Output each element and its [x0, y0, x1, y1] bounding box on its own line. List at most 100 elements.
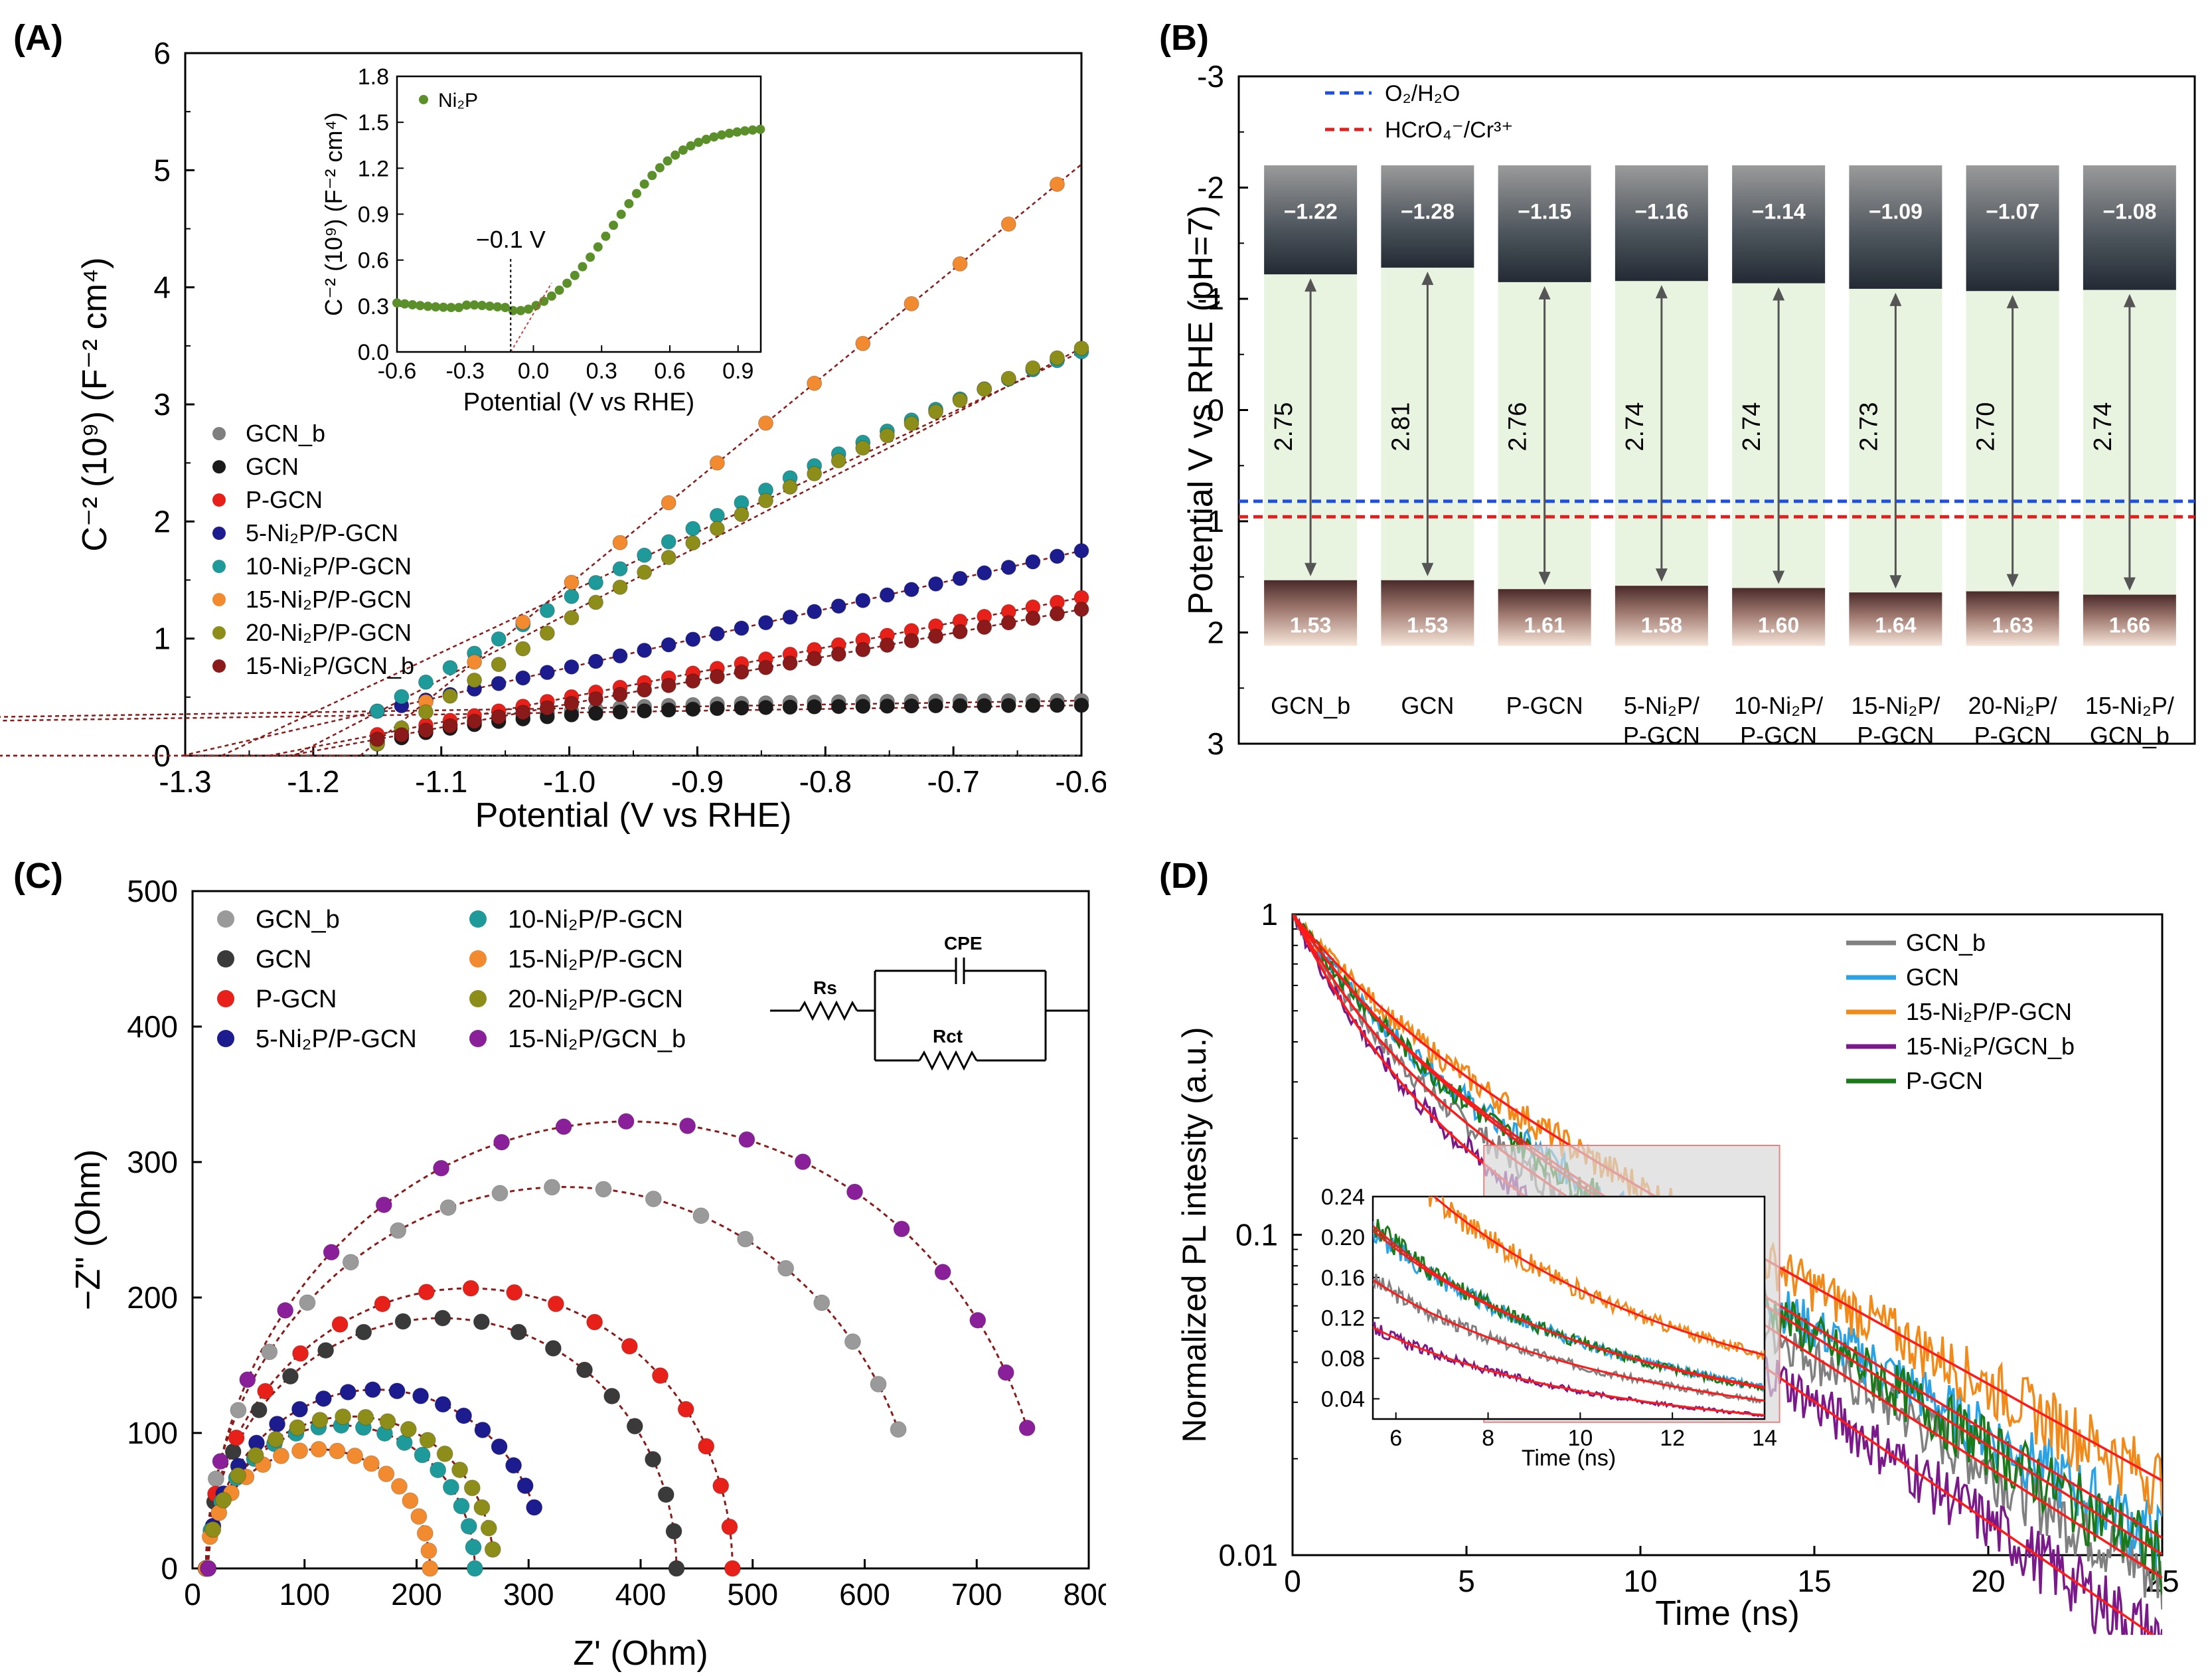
bandgap-value-b: 2.70 — [1972, 402, 2000, 452]
data-point-a — [467, 672, 483, 688]
data-point-a — [588, 594, 603, 610]
inset-data-point-a — [438, 302, 448, 312]
legend-marker-a — [212, 527, 226, 540]
data-point-c — [347, 1447, 364, 1464]
conduction-band-bar-b — [1498, 165, 1591, 282]
data-point-c — [335, 1408, 352, 1425]
data-point-a — [977, 698, 992, 714]
data-point-c — [230, 1402, 247, 1419]
data-point-c — [402, 1492, 419, 1509]
y-tick-label-b: -1 — [1197, 282, 1224, 316]
category-label-b: P-GCN — [1506, 692, 1583, 719]
data-point-c — [712, 1477, 730, 1495]
data-point-c — [311, 1412, 329, 1429]
data-point-a — [588, 574, 603, 590]
inset-decay-fit-d — [1432, 1197, 1765, 1357]
data-point-a — [564, 610, 580, 626]
data-point-c — [436, 1445, 453, 1462]
data-point-c — [846, 1183, 863, 1201]
data-point-a — [1073, 697, 1089, 713]
inset-y-tick-label-d: 0.16 — [1321, 1266, 1365, 1291]
x-tick-label-c: 800 — [1064, 1577, 1106, 1612]
x-tick-label-a: -1.1 — [415, 764, 467, 799]
category-label-b: P-GCN — [1974, 722, 2051, 749]
inset-data-point-a — [469, 300, 479, 310]
chart-c-svg: (C) 0 100 200 300 400 500 600 700 800 0 100 200 300 4… — [13, 856, 1106, 1673]
data-point-c — [272, 1448, 289, 1465]
legend-label-a: 15-Ni₂P/P-GCN — [246, 586, 412, 613]
equivalent-circuit: Rs CPE Rct — [770, 933, 1089, 1071]
inset-y-tick-label-d: 0.04 — [1321, 1387, 1365, 1412]
inset-y-tick-label-a: 1.5 — [358, 110, 389, 135]
data-point-c — [439, 1199, 457, 1216]
data-point-a — [734, 620, 750, 636]
data-point-c — [451, 1462, 469, 1479]
inset-data-point-a — [546, 291, 556, 301]
data-point-a — [1000, 615, 1016, 631]
y-tick-label-a: 3 — [153, 387, 171, 422]
data-point-c — [934, 1264, 951, 1281]
inset-data-point-a — [454, 303, 464, 313]
legend-marker-c — [469, 910, 487, 928]
valence-band-bar-b — [1381, 580, 1474, 646]
inset-annotation-a: −0.1 V — [476, 226, 546, 253]
data-point-a — [637, 703, 653, 719]
inset-x-tick-label-a: 0.9 — [722, 359, 753, 384]
legend-marker-c — [469, 990, 487, 1007]
data-point-a — [855, 440, 871, 456]
inset-data-point-a — [701, 134, 711, 144]
vb-value-label-b: 1.64 — [1875, 614, 1916, 637]
inset-y-tick-label-d: 0.12 — [1321, 1306, 1365, 1331]
data-point-a — [612, 687, 628, 703]
x-tick-label-d: 20 — [1971, 1564, 2005, 1598]
cb-value-label-b: −1.14 — [1752, 199, 1806, 223]
bandgap-arrowhead-b — [1655, 568, 1668, 582]
inset-y-tick-label-a: 0.0 — [358, 340, 389, 365]
data-point-c — [617, 1113, 635, 1130]
data-point-c — [505, 1457, 522, 1474]
inset-x-tick-label-a: -0.3 — [445, 359, 485, 384]
data-point-a — [1073, 340, 1089, 356]
data-point-a — [661, 702, 676, 718]
data-point-c — [410, 1508, 428, 1525]
data-point-c — [493, 1133, 511, 1151]
data-point-a — [758, 699, 774, 715]
data-point-c — [230, 1467, 247, 1484]
data-point-a — [467, 713, 483, 729]
valence-band-bar-b — [1966, 591, 2059, 646]
inset-data-point-a — [516, 305, 526, 315]
data-point-a — [685, 631, 701, 647]
circuit-rct-label: Rct — [933, 1026, 963, 1047]
data-point-c — [430, 1462, 447, 1479]
data-point-c — [292, 1345, 309, 1362]
nyquist-fit-c — [204, 1185, 900, 1569]
data-point-c — [555, 1118, 572, 1135]
data-point-a — [394, 727, 410, 743]
data-point-a — [758, 615, 774, 631]
conduction-band-bar-b — [1966, 165, 2059, 292]
data-point-c — [679, 1118, 696, 1135]
legend-label-c: 20-Ni₂P/P-GCN — [508, 985, 683, 1013]
data-point-a — [879, 587, 895, 603]
data-point-a — [442, 660, 458, 676]
data-point-a — [807, 604, 823, 620]
inset-x-tick-label-d: 10 — [1567, 1426, 1593, 1451]
bandgap-arrowhead-b — [2123, 577, 2136, 591]
conduction-band-bar-b — [2083, 165, 2176, 290]
vb-value-label-b: 1.60 — [1758, 614, 1799, 637]
data-point-a — [807, 699, 823, 714]
data-point-a — [977, 620, 992, 635]
data-point-a — [977, 381, 992, 397]
valence-band-bar-b — [2083, 594, 2176, 646]
legend-marker-a — [212, 493, 226, 507]
data-point-a — [1000, 216, 1016, 232]
cb-value-label-b: −1.08 — [2102, 199, 2156, 223]
vb-value-label-b: 1.66 — [2109, 614, 2150, 637]
data-point-a — [491, 709, 507, 725]
data-point-a — [952, 256, 968, 272]
inset-data-point-a — [446, 303, 456, 313]
category-label-b: 5-Ni₂P/ — [1624, 692, 1699, 719]
bandgap-arrowhead-b — [1538, 572, 1551, 586]
y-tick-label-a: 2 — [153, 504, 171, 539]
inset-y-tick-label-a: 0.3 — [358, 294, 389, 319]
